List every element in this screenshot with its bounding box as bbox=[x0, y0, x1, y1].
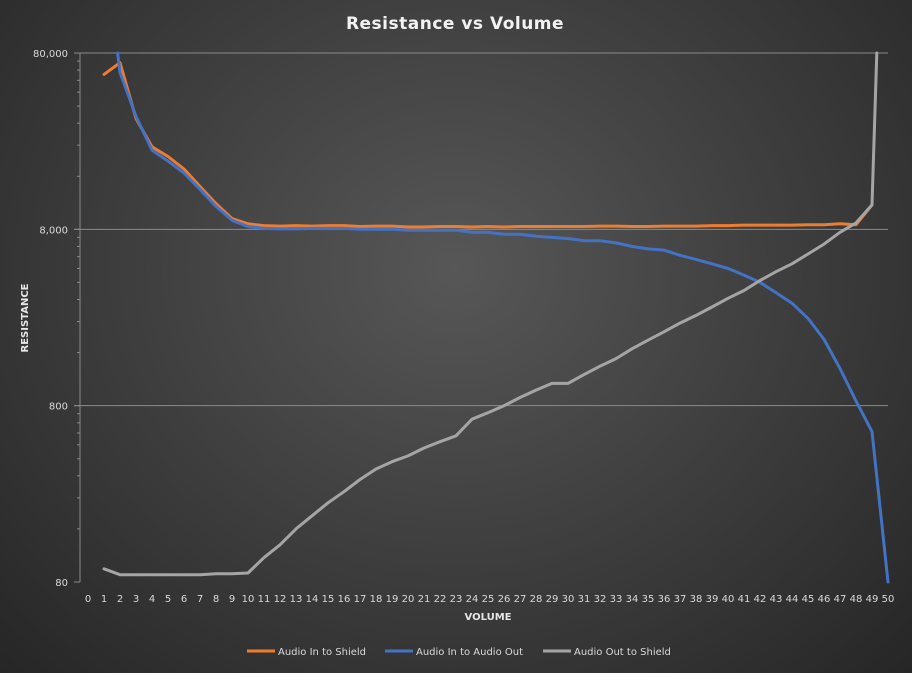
y-tick-label: 8,000 bbox=[39, 225, 68, 236]
legend-entry: Audio In to Shield bbox=[278, 647, 366, 658]
legend-entry: Audio Out to Shield bbox=[574, 647, 671, 658]
gridlines bbox=[74, 52, 888, 583]
x-tick-label: 48 bbox=[850, 594, 863, 605]
y-tick-label: 80,000 bbox=[33, 49, 68, 60]
x-tick-label: 18 bbox=[370, 594, 383, 605]
x-tick-label: 38 bbox=[690, 594, 703, 605]
x-tick-label: 35 bbox=[642, 594, 655, 605]
x-tick-label: 39 bbox=[706, 594, 719, 605]
x-tick-label: 28 bbox=[530, 594, 543, 605]
y-axis-ticks: 80 800 8,000 80,000 bbox=[33, 49, 68, 589]
x-tick-label: 40 bbox=[722, 594, 735, 605]
x-tick-label: 36 bbox=[658, 594, 671, 605]
x-tick-label: 9 bbox=[229, 594, 235, 605]
x-tick-label: 1 bbox=[101, 594, 107, 605]
x-tick-label: 10 bbox=[242, 594, 255, 605]
x-tick-label: 3 bbox=[133, 594, 139, 605]
x-tick-label: 25 bbox=[482, 594, 495, 605]
x-tick-label: 32 bbox=[594, 594, 607, 605]
x-tick-label: 15 bbox=[322, 594, 335, 605]
x-tick-label: 31 bbox=[578, 594, 591, 605]
x-axis-ticks: 0 1 2 3 4 5 6 7 8 9 10 11 12 13 14 15 16 17 18 19 20 21 22 23 24… bbox=[85, 594, 895, 605]
x-tick-label: 2 bbox=[117, 594, 123, 605]
x-tick-label: 29 bbox=[546, 594, 559, 605]
x-tick-label: 43 bbox=[770, 594, 783, 605]
x-tick-label: 34 bbox=[626, 594, 639, 605]
series-line-2 bbox=[116, 51, 890, 584]
x-tick-label: 14 bbox=[306, 594, 319, 605]
x-tick-label: 47 bbox=[834, 594, 847, 605]
x-tick-label: 12 bbox=[274, 594, 287, 605]
x-tick-label: 5 bbox=[165, 594, 171, 605]
y-axis-label: RESISTANCE bbox=[20, 283, 31, 352]
x-tick-label: 13 bbox=[290, 594, 303, 605]
x-tick-label: 46 bbox=[818, 594, 831, 605]
x-tick-label: 20 bbox=[402, 594, 415, 605]
x-tick-label: 23 bbox=[450, 594, 463, 605]
x-tick-label: 6 bbox=[181, 594, 187, 605]
x-tick-label: 22 bbox=[434, 594, 447, 605]
legend: Audio In to Shield Audio In to Audio Out A… bbox=[247, 647, 671, 658]
x-tick-label: 4 bbox=[149, 594, 155, 605]
x-tick-label: 8 bbox=[213, 594, 219, 605]
x-tick-label: 16 bbox=[338, 594, 351, 605]
x-tick-label: 24 bbox=[466, 594, 479, 605]
x-tick-label: 45 bbox=[802, 594, 815, 605]
x-tick-label: 41 bbox=[738, 594, 751, 605]
x-tick-label: 42 bbox=[754, 594, 767, 605]
x-tick-label: 11 bbox=[258, 594, 271, 605]
x-tick-label: 26 bbox=[498, 594, 511, 605]
x-tick-label: 33 bbox=[610, 594, 623, 605]
series-lines bbox=[102, 51, 890, 584]
x-tick-label: 37 bbox=[674, 594, 687, 605]
x-tick-label: 17 bbox=[354, 594, 367, 605]
series-line-1 bbox=[102, 61, 874, 229]
legend-entry: Audio In to Audio Out bbox=[416, 647, 523, 658]
x-tick-label: 0 bbox=[85, 594, 91, 605]
x-tick-label: 49 bbox=[866, 594, 879, 605]
chart-title: Resistance vs Volume bbox=[346, 14, 564, 34]
x-tick-label: 7 bbox=[197, 594, 203, 605]
x-tick-label: 30 bbox=[562, 594, 575, 605]
y-tick-label: 800 bbox=[49, 402, 68, 413]
x-tick-label: 44 bbox=[786, 594, 799, 605]
x-tick-label: 27 bbox=[514, 594, 527, 605]
y-tick-label: 80 bbox=[55, 578, 68, 589]
x-tick-label: 21 bbox=[418, 594, 431, 605]
x-tick-label: 50 bbox=[882, 594, 895, 605]
x-axis-label: VOLUME bbox=[465, 612, 512, 623]
series-line-3 bbox=[102, 51, 879, 577]
x-tick-label: 19 bbox=[386, 594, 399, 605]
